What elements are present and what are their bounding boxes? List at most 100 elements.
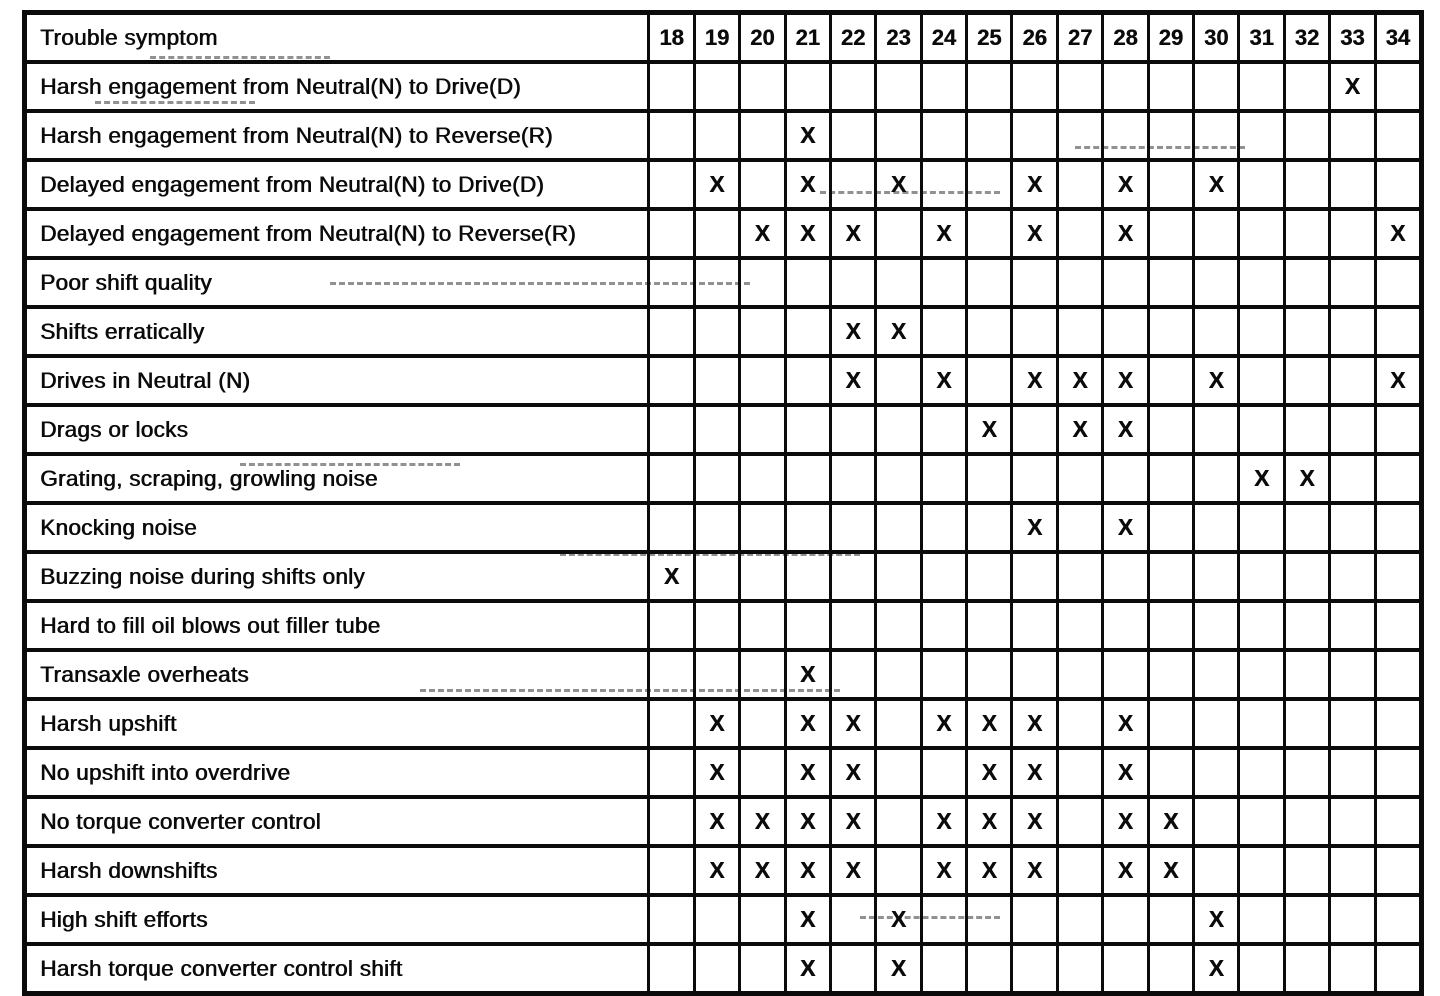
mark-empty [1057, 552, 1102, 601]
mark-empty [876, 209, 921, 258]
column-header-30: 30 [1194, 13, 1239, 63]
mark-empty [1103, 944, 1148, 994]
mark-empty [876, 258, 921, 307]
mark-empty [1375, 405, 1421, 454]
mark-x: X [830, 356, 875, 405]
mark-empty [1012, 601, 1057, 650]
mark-empty [1375, 895, 1421, 944]
mark-empty [1284, 797, 1329, 846]
mark-x: X [1103, 160, 1148, 209]
mark-empty [876, 356, 921, 405]
mark-empty [921, 552, 966, 601]
mark-empty [1239, 797, 1284, 846]
mark-empty [1375, 160, 1421, 209]
mark-empty [921, 405, 966, 454]
mark-empty [967, 895, 1012, 944]
mark-x: X [1103, 405, 1148, 454]
mark-empty [876, 797, 921, 846]
mark-empty [740, 454, 785, 503]
mark-empty [740, 601, 785, 650]
mark-x: X [1375, 356, 1421, 405]
mark-empty [1239, 307, 1284, 356]
mark-empty [1103, 307, 1148, 356]
symptom-label: Harsh engagement from Neutral(N) to Reve… [25, 111, 649, 160]
mark-empty [1375, 748, 1421, 797]
mark-x: X [694, 160, 739, 209]
mark-x: X [785, 895, 830, 944]
mark-empty [1375, 552, 1421, 601]
mark-x: X [830, 797, 875, 846]
mark-x: X [830, 209, 875, 258]
mark-empty [1375, 503, 1421, 552]
mark-empty [649, 405, 694, 454]
mark-empty [1103, 552, 1148, 601]
mark-empty [1057, 895, 1102, 944]
column-header-19: 19 [694, 13, 739, 63]
mark-empty [1148, 405, 1193, 454]
mark-empty [1057, 797, 1102, 846]
mark-empty [740, 356, 785, 405]
mark-empty [1103, 454, 1148, 503]
symptom-label: Knocking noise [25, 503, 649, 552]
mark-empty [876, 748, 921, 797]
mark-empty [740, 748, 785, 797]
mark-empty [649, 307, 694, 356]
mark-empty [785, 454, 830, 503]
mark-empty [649, 209, 694, 258]
mark-empty [1148, 503, 1193, 552]
mark-empty [1284, 405, 1329, 454]
mark-empty [1148, 601, 1193, 650]
mark-empty [1375, 944, 1421, 994]
mark-x: X [876, 307, 921, 356]
mark-empty [1330, 650, 1375, 699]
header-trouble-symptom: Trouble symptom [25, 13, 649, 63]
mark-empty [649, 258, 694, 307]
mark-empty [1284, 62, 1329, 111]
column-header-33: 33 [1330, 13, 1375, 63]
mark-empty [921, 944, 966, 994]
mark-empty [1103, 601, 1148, 650]
mark-empty [649, 62, 694, 111]
mark-empty [967, 160, 1012, 209]
mark-empty [967, 944, 1012, 994]
mark-empty [1330, 503, 1375, 552]
symptom-label: Shifts erratically [25, 307, 649, 356]
column-header-32: 32 [1284, 13, 1329, 63]
mark-empty [785, 62, 830, 111]
mark-empty [1012, 944, 1057, 994]
mark-empty [1239, 258, 1284, 307]
mark-x: X [1194, 944, 1239, 994]
mark-empty [1148, 356, 1193, 405]
mark-empty [1194, 552, 1239, 601]
mark-empty [1148, 307, 1193, 356]
mark-empty [1057, 846, 1102, 895]
mark-empty [1194, 111, 1239, 160]
mark-empty [1284, 846, 1329, 895]
symptom-label: Grating, scraping, growling noise [25, 454, 649, 503]
mark-x: X [1330, 62, 1375, 111]
mark-empty [921, 650, 966, 699]
mark-empty [876, 62, 921, 111]
mark-empty [1194, 307, 1239, 356]
mark-empty [967, 601, 1012, 650]
mark-empty [1148, 258, 1193, 307]
symptom-label: Harsh upshift [25, 699, 649, 748]
mark-empty [1330, 160, 1375, 209]
mark-empty [1148, 699, 1193, 748]
mark-x: X [785, 797, 830, 846]
mark-empty [1012, 405, 1057, 454]
mark-empty [1375, 258, 1421, 307]
table-row: Hard to fill oil blows out filler tube [25, 601, 1422, 650]
column-header-20: 20 [740, 13, 785, 63]
mark-empty [1057, 258, 1102, 307]
mark-x: X [1148, 797, 1193, 846]
mark-empty [830, 454, 875, 503]
mark-empty [694, 209, 739, 258]
mark-empty [1284, 160, 1329, 209]
mark-empty [1148, 454, 1193, 503]
mark-empty [694, 454, 739, 503]
mark-empty [1148, 944, 1193, 994]
